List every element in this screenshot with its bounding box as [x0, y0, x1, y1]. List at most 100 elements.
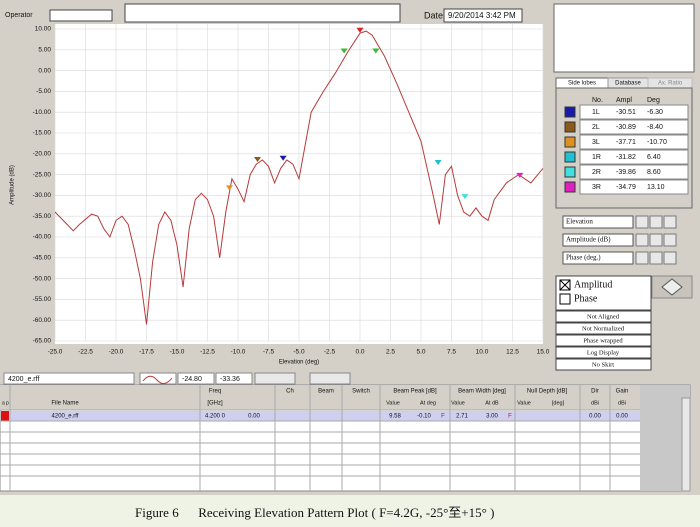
x-tick-label: -5.0	[293, 349, 305, 356]
cell: 3.00	[486, 414, 498, 420]
cell: 9.58	[389, 414, 401, 420]
control-button[interactable]	[663, 251, 677, 265]
control-button[interactable]	[635, 215, 649, 229]
lobe-cell: -30.51	[616, 109, 636, 116]
cell: 0.00	[589, 414, 601, 420]
file-field[interactable]	[3, 372, 135, 385]
y-tick-label: -15.00	[33, 130, 52, 137]
checkbox[interactable]	[559, 293, 571, 305]
control-label: Elevation	[566, 218, 593, 226]
y-tick-label: 0.00	[38, 67, 51, 74]
caption: Figure 6 Receiving Elevation Pattern Plo…	[135, 505, 494, 520]
lobe-cell: 6.40	[647, 154, 661, 161]
lobe-cell: 8.60	[647, 169, 661, 176]
header: Freq	[209, 389, 221, 395]
toggle-button[interactable]	[555, 358, 652, 371]
toggle-button[interactable]	[555, 310, 652, 323]
flag-header: a	[2, 400, 5, 406]
lobe-cell: 2R	[592, 169, 601, 176]
y-tick-label: -50.00	[33, 275, 52, 282]
x-field	[177, 372, 215, 385]
control-button[interactable]	[635, 233, 649, 247]
control-field[interactable]	[562, 215, 634, 229]
toggle-button[interactable]	[555, 322, 652, 335]
row-indicator	[1, 411, 9, 421]
cell: 0.00	[248, 414, 260, 420]
lobe-marker	[356, 27, 364, 33]
row-cell	[579, 134, 689, 150]
control-button[interactable]	[635, 251, 649, 265]
y-tick-label: -20.00	[33, 151, 52, 158]
color-swatch	[564, 106, 576, 118]
control-button[interactable]	[663, 233, 677, 247]
operator-label: Operator	[5, 12, 33, 19]
lobe-marker	[225, 185, 233, 191]
toggle-button[interactable]	[555, 346, 652, 359]
line-style[interactable]	[139, 372, 177, 385]
header: Dir	[591, 389, 599, 395]
check-box-panel	[555, 275, 652, 311]
cell: 0.00	[616, 414, 628, 420]
date: 9/20/2014 3:42 PM	[448, 11, 516, 20]
x-tick-label: 15.0	[537, 349, 550, 356]
row-cell	[579, 179, 689, 195]
color-swatch	[564, 136, 576, 148]
color-swatch	[564, 166, 576, 178]
tab-label: Database	[615, 81, 641, 87]
control-field[interactable]	[562, 233, 634, 247]
selected-row[interactable]	[10, 411, 640, 421]
sub-header: At deg	[420, 400, 436, 406]
operator-field[interactable]	[49, 9, 113, 22]
caption-area	[0, 495, 700, 527]
title-field[interactable]	[124, 3, 401, 23]
column-header: No.	[592, 97, 603, 104]
control-button[interactable]	[649, 251, 663, 265]
x-tick-label: -7.5	[263, 349, 275, 356]
check-mark	[559, 279, 571, 291]
sub-header: At dB	[485, 400, 499, 406]
cursor-x: -24.80	[182, 376, 202, 383]
header: Ch	[286, 389, 294, 395]
x-tick-label: 2.5	[386, 349, 395, 356]
date-label: Date	[424, 10, 443, 20]
lobe-cell: 3R	[592, 184, 601, 191]
flag-header: p	[6, 400, 9, 406]
y-tick-label: 5.00	[38, 47, 51, 54]
header: Gain	[616, 389, 629, 395]
scrollbar[interactable]	[681, 397, 691, 492]
x-tick-label: -20.0	[109, 349, 124, 356]
lobe-marker	[461, 194, 469, 200]
toggle-button[interactable]	[555, 334, 652, 347]
lobe-marker	[372, 48, 380, 54]
nav-icon	[661, 278, 683, 296]
tool-buttons[interactable]	[309, 372, 351, 385]
header: Beam	[318, 389, 334, 395]
cell: 4200_e.rff	[52, 414, 79, 420]
table-header	[0, 385, 640, 410]
check-label: Amplitud	[574, 279, 612, 290]
x-tick-label: -2.5	[324, 349, 336, 356]
control-button[interactable]	[649, 215, 663, 229]
toggle-label: No Skirt	[592, 361, 614, 368]
sub-header: Value	[451, 400, 465, 406]
column-header: Deg	[647, 97, 660, 104]
control-field[interactable]	[562, 251, 634, 265]
sub-header: Value	[386, 400, 400, 406]
pattern-line	[54, 30, 544, 325]
x-tick-label: -25.0	[48, 349, 63, 356]
lobe-cell: -37.71	[616, 139, 636, 146]
toggle-label: Phase wrapped	[583, 337, 623, 344]
sub-header: dBi	[591, 400, 599, 406]
control-button[interactable]	[663, 215, 677, 229]
date-field[interactable]	[443, 8, 523, 23]
color-swatch	[564, 181, 576, 193]
y-tick-label: -35.00	[33, 213, 52, 220]
x-tick-label: -22.5	[78, 349, 93, 356]
y-tick-label: -10.00	[33, 109, 52, 116]
control-button[interactable]	[649, 233, 663, 247]
cell: 4.200 0	[205, 414, 226, 420]
lobe-cell: -30.89	[616, 124, 636, 131]
tool-buttons[interactable]	[254, 372, 296, 385]
row-cell	[579, 149, 689, 165]
header: Beam Width [deg]	[458, 389, 506, 395]
